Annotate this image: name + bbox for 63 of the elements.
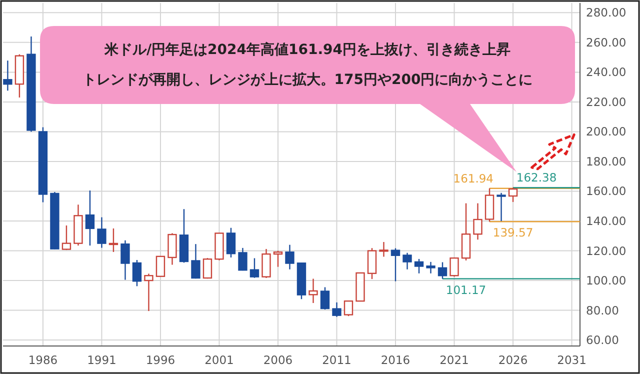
candlestick (308, 278, 318, 304)
candlestick (344, 300, 354, 317)
candlestick (62, 224, 72, 251)
annotation: 162.38 (516, 170, 557, 185)
candlestick (238, 247, 248, 272)
candlestick (262, 248, 271, 279)
candlestick (273, 250, 283, 268)
candlestick (132, 259, 142, 287)
x-tick-label: 2006 (263, 353, 293, 367)
y-tick-label: 140.00 (586, 214, 626, 228)
candlestick (473, 202, 482, 240)
candlestick (508, 187, 518, 203)
y-tick-label: 160.00 (586, 184, 626, 198)
candlestick (320, 286, 330, 310)
candlestick (3, 60, 12, 92)
candlestick (156, 255, 166, 278)
candlestick (120, 240, 130, 280)
candlestick (484, 188, 494, 222)
candlestick (285, 244, 294, 270)
candlestick (379, 241, 388, 258)
candlestick (450, 256, 459, 278)
x-tick-label: 1986 (28, 353, 58, 367)
x-tick-label: 2016 (380, 353, 410, 367)
annotation: 101.17 (446, 282, 486, 297)
candlestick (85, 190, 95, 246)
candlestick (168, 232, 177, 266)
annotation: 139.57 (492, 226, 534, 240)
annotation: トレンドが再開し、レンジが上に拡大。175円や200円に向かうことに (82, 71, 533, 88)
annotation: 米ドル/円年足は2024年高値161.94円を上抜け、引き続き上昇 (103, 41, 511, 58)
y-tick-label: 200.00 (586, 124, 626, 139)
y-tick-label: 280.00 (586, 6, 626, 20)
candlestick (332, 302, 342, 318)
candlestick (461, 202, 471, 262)
y-tick-label: 220.00 (586, 94, 626, 109)
candlestick (226, 227, 236, 258)
x-tick-label: 1991 (87, 353, 116, 367)
x-tick-label: 2031 (557, 353, 586, 367)
candlestick (191, 243, 200, 280)
candlestick (250, 258, 260, 278)
candlestick (97, 216, 106, 248)
y-tick-label: 180.00 (586, 154, 626, 168)
candlestick (108, 228, 118, 253)
y-tick-label: 260.00 (586, 35, 626, 50)
x-tick-label: 2001 (204, 353, 234, 367)
x-tick-label: 2026 (498, 353, 528, 367)
y-tick-label: 120.00 (586, 244, 626, 258)
candlestick (438, 262, 448, 280)
x-tick-label: 2021 (440, 353, 469, 367)
y-tick-label: 100.00 (586, 274, 626, 288)
candlestick (496, 192, 506, 222)
candlestick (426, 261, 436, 274)
y-tick-label: 240.00 (586, 65, 626, 80)
x-tick-label: 2011 (322, 353, 352, 367)
candlestick (144, 273, 154, 312)
y-tick-label: 60.00 (586, 333, 619, 348)
candlestick (414, 258, 424, 274)
x-tick-label: 1996 (146, 353, 176, 367)
candlestick (202, 257, 212, 280)
y-tick-label: 80.00 (586, 303, 619, 318)
candlestick (402, 252, 412, 270)
candlestick (390, 248, 400, 282)
candlestick (367, 247, 377, 280)
annotation: 161.94 (453, 171, 494, 186)
